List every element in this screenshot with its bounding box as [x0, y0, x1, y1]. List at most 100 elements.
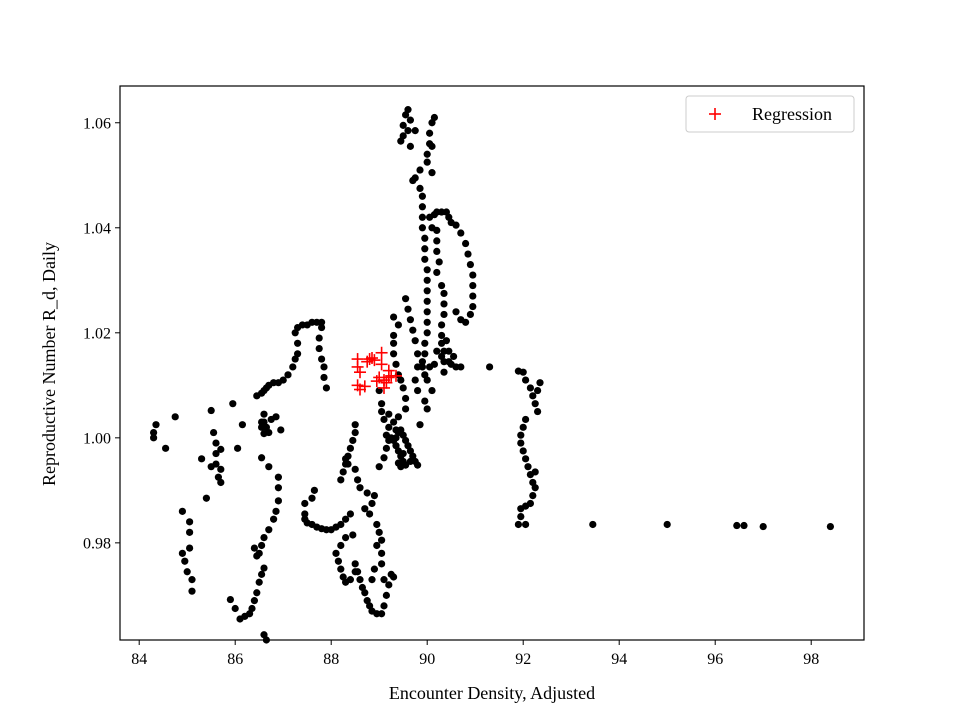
data-point [382, 591, 390, 599]
data-point [423, 297, 431, 305]
data-point [421, 339, 429, 347]
data-point [378, 610, 386, 618]
data-point [450, 352, 458, 361]
data-point [524, 463, 532, 471]
data-point [310, 486, 318, 494]
plot-frame [119, 85, 865, 641]
data-point [270, 515, 278, 523]
data-point [433, 347, 441, 355]
data-point [375, 463, 383, 471]
data-point [337, 520, 345, 529]
data-point [152, 421, 160, 429]
x-tick-label: 86 [227, 651, 243, 668]
data-point [529, 392, 537, 400]
data-point [382, 444, 390, 452]
regression-point [382, 364, 395, 377]
data-point [274, 497, 282, 505]
x-tick-label: 88 [323, 651, 339, 668]
data-point [442, 337, 450, 345]
data-point [385, 410, 393, 418]
regression-points [351, 346, 402, 396]
data-point [385, 423, 393, 431]
regression-point [375, 346, 388, 359]
data-point [255, 578, 263, 586]
data-point [414, 461, 422, 469]
data-point [464, 250, 472, 258]
data-point [421, 397, 429, 405]
data-point [320, 373, 328, 382]
data-point [234, 444, 242, 452]
data-point [517, 439, 525, 447]
data-point [378, 549, 386, 557]
data-point [284, 371, 292, 379]
data-point [457, 316, 465, 324]
data-point [217, 478, 225, 487]
data-point [423, 308, 431, 316]
data-point [349, 436, 357, 445]
legend-marker-regression [709, 108, 721, 120]
data-point [433, 247, 441, 256]
data-point [428, 142, 436, 150]
data-point [438, 281, 446, 290]
data-point [368, 499, 376, 508]
data-point [438, 321, 446, 329]
data-point [392, 360, 400, 368]
data-point [181, 557, 189, 565]
legend-label-regression: Regression [752, 104, 832, 124]
data-point [411, 127, 419, 135]
legend-box [685, 95, 855, 133]
data-point [390, 350, 398, 358]
data-point [740, 521, 748, 530]
data-point [411, 174, 419, 182]
data-point [178, 507, 186, 515]
data-point [198, 455, 206, 463]
data-point [517, 512, 525, 521]
data-point [486, 363, 494, 371]
data-point [433, 268, 441, 277]
data-point [178, 549, 186, 557]
data-point [274, 473, 282, 481]
data-point [411, 376, 419, 384]
data-point [406, 316, 414, 324]
data-point [421, 234, 429, 242]
data-point [404, 106, 412, 114]
data-point [202, 494, 210, 502]
data-point [430, 113, 438, 122]
data-point [514, 520, 523, 529]
data-point [248, 604, 256, 613]
data-point [382, 431, 390, 439]
data-point [260, 564, 268, 572]
data-point [435, 258, 443, 266]
data-point [519, 423, 527, 431]
y-tick-label: 1.06 [83, 115, 111, 132]
data-point [414, 350, 422, 358]
data-point [418, 358, 426, 366]
data-point [210, 428, 218, 437]
y-tick-label: 1.02 [83, 325, 111, 342]
x-axis-label: Encounter Density, Adjusted [389, 683, 595, 703]
data-point [217, 445, 225, 453]
data-point [440, 310, 448, 319]
data-point [226, 595, 234, 604]
data-point [394, 413, 402, 421]
data-point [402, 405, 410, 413]
data-point [438, 331, 446, 340]
data-point [469, 281, 477, 290]
data-point [414, 386, 422, 395]
data-point [421, 350, 429, 358]
data-point [380, 454, 388, 462]
data-point [423, 276, 431, 284]
data-point [457, 229, 465, 237]
data-point [399, 449, 407, 458]
data-point [416, 421, 424, 429]
data-point [390, 573, 398, 581]
data-point [380, 576, 388, 584]
data-point [351, 568, 359, 576]
data-point [361, 505, 369, 513]
data-point [534, 386, 542, 395]
data-point [212, 449, 220, 458]
data-point [394, 459, 402, 467]
data-point [428, 386, 436, 395]
data-point [423, 150, 431, 158]
data-point [466, 310, 474, 319]
